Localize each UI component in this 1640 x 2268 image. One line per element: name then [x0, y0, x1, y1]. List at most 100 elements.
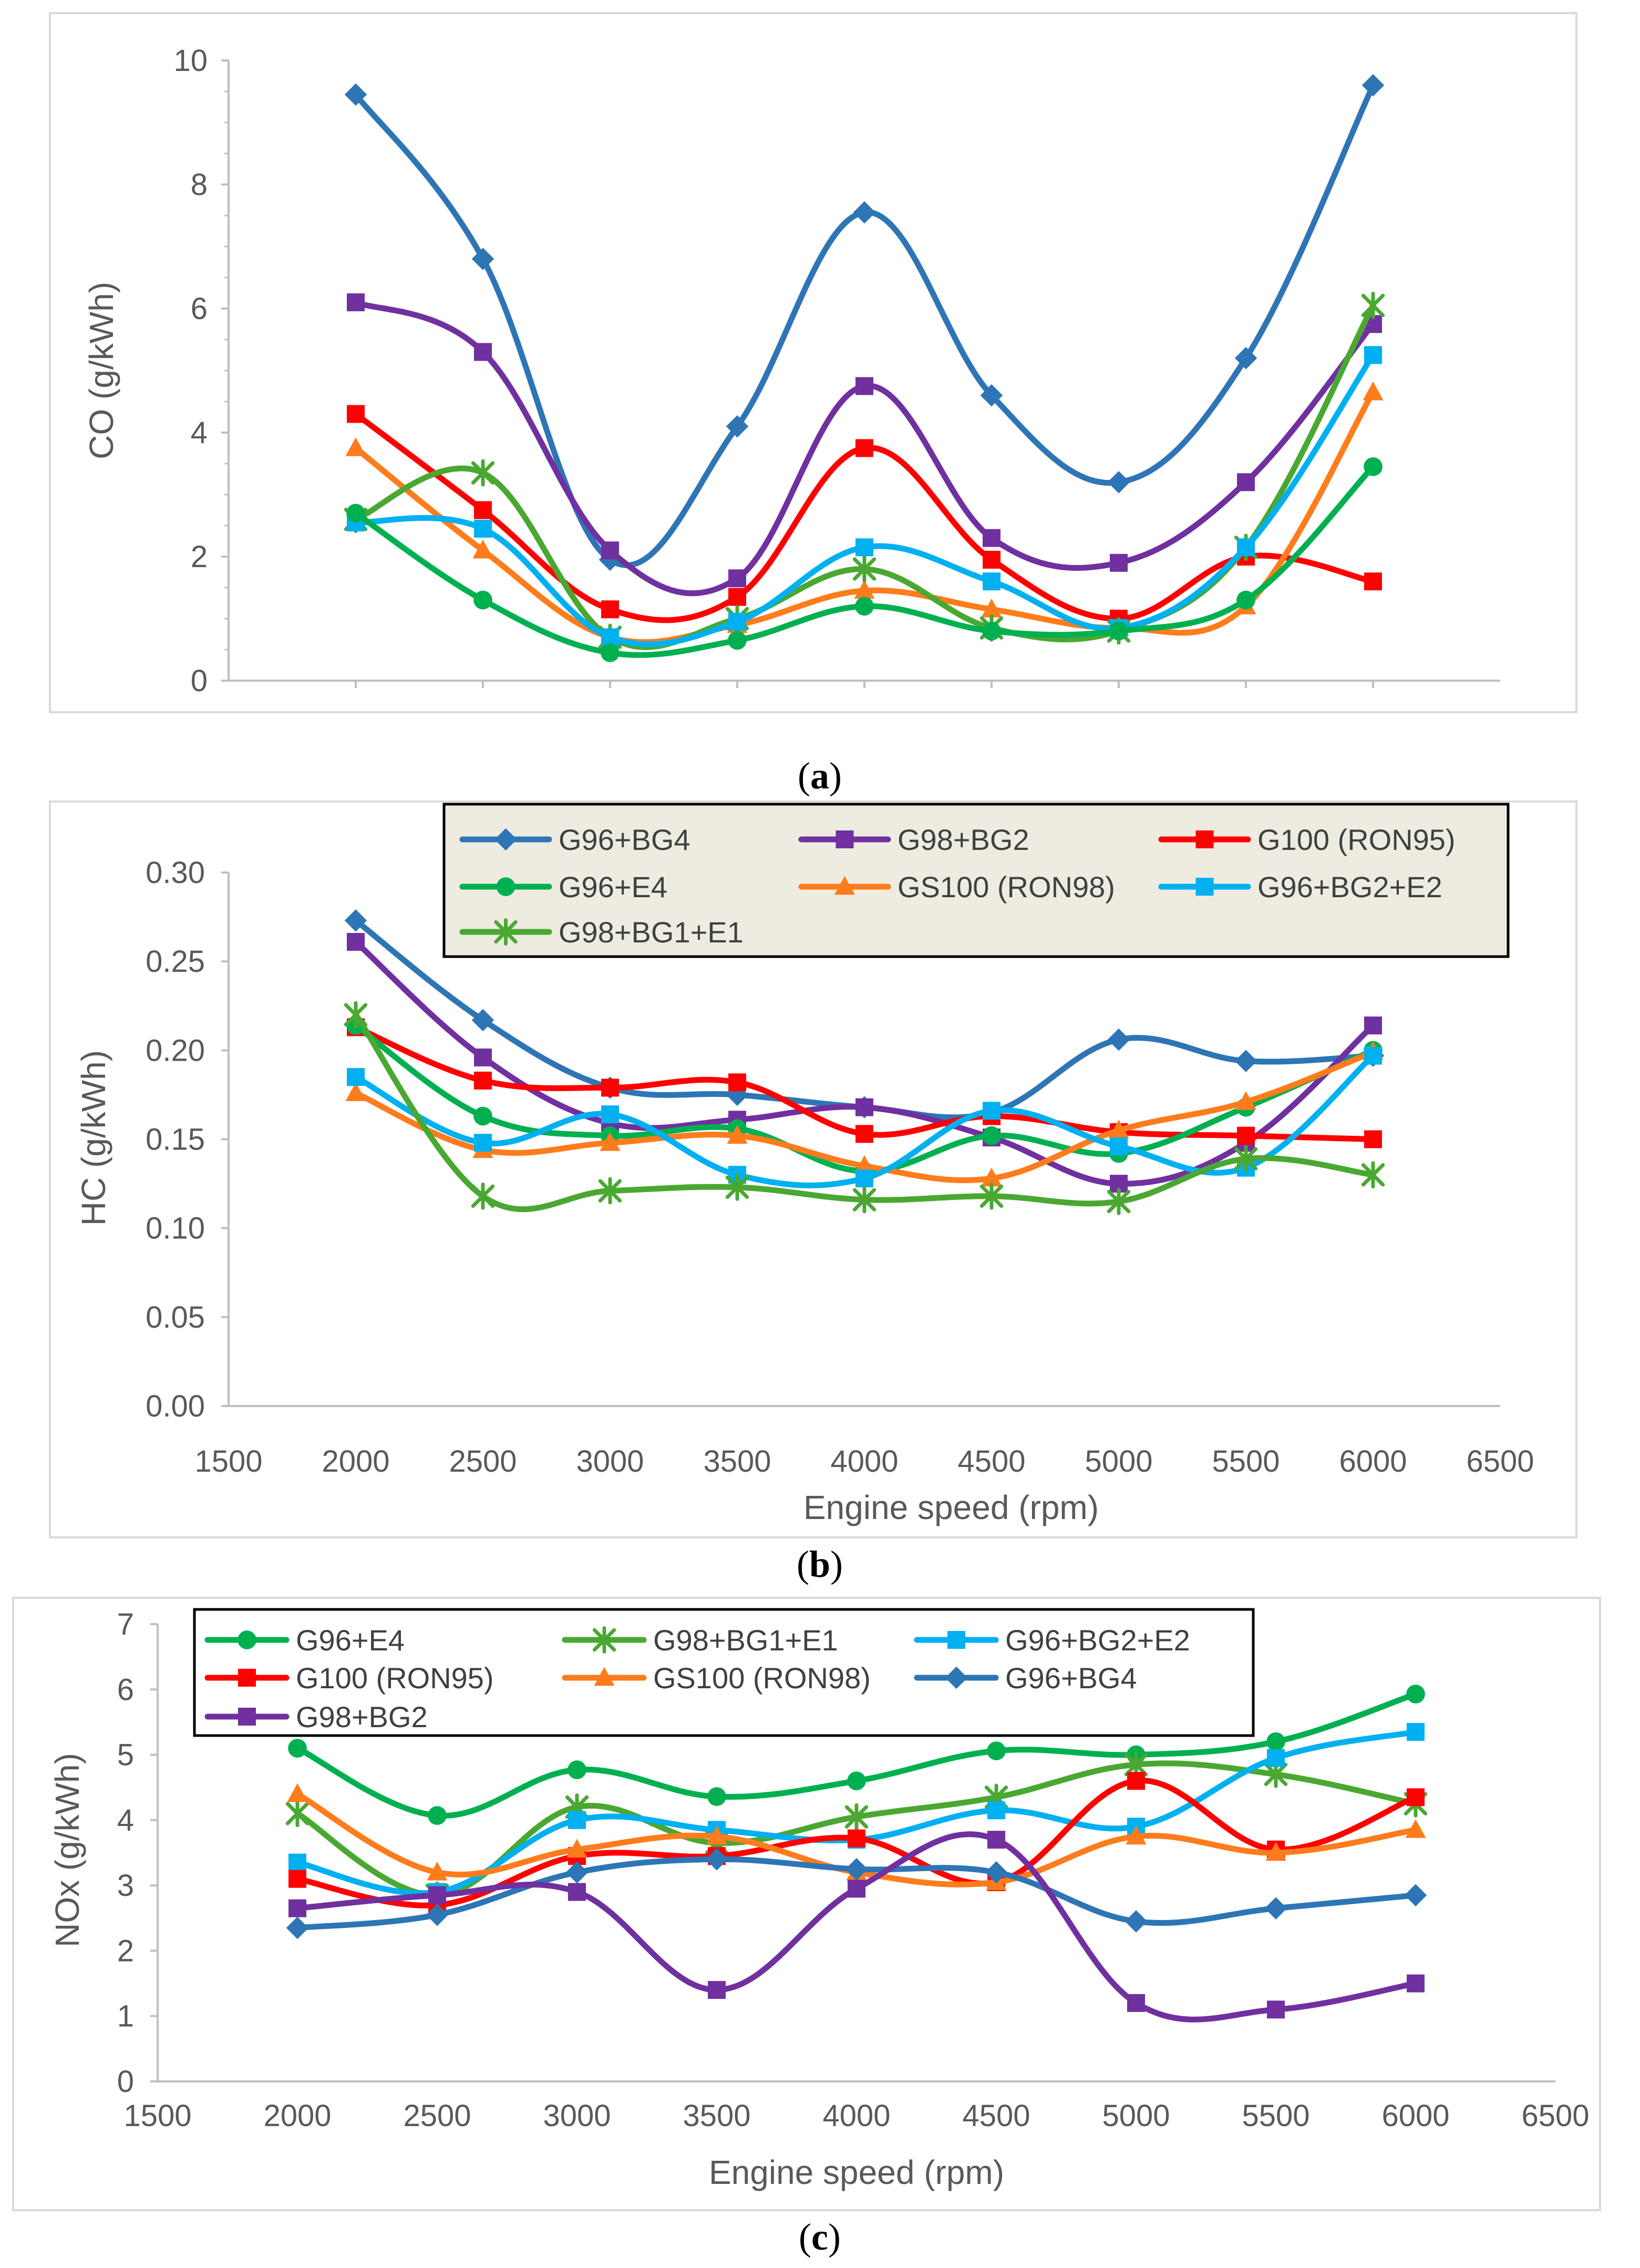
panel-b-point-g98-bg2: [347, 932, 365, 951]
panel-c-point-gs100-ron98: [287, 1783, 308, 1802]
panel-b-legend-item-g96-bg4: G96+BG4: [459, 823, 690, 856]
panel-c-y-ticks: 0 1 2 3 4 5 6 7: [117, 1607, 158, 2099]
panel-b-point-g100-ron95: [1364, 1130, 1382, 1148]
panel-b-legend-swatch-marker: [1195, 878, 1214, 896]
panel-c-y-tick-label: 2: [117, 1934, 134, 1968]
panel-a-point-g98-bg2: [728, 569, 746, 588]
panel-a-point-gs100-ron98: [472, 539, 493, 559]
panel-b-legend-swatch-marker: [834, 876, 855, 895]
panel-b-point-gs100-ron98: [1235, 1091, 1256, 1110]
panel-a-point-g96-e4: [1364, 457, 1383, 476]
panel-b-point-g96-bg4: [344, 909, 367, 932]
panel-a-y-tick-label: 0: [191, 664, 208, 698]
panel-c-y-tick-label: 4: [117, 1803, 134, 1838]
panel-c-legend-label: G96+BG4: [1005, 1661, 1137, 1695]
panel-c-point-g96-e4: [288, 1739, 307, 1758]
panel-b-point-g96-bg2-e2: [347, 1068, 365, 1086]
panel-c-point-g98-bg2: [987, 1831, 1005, 1849]
panel-a-series: [344, 74, 1385, 662]
panel-b-legend-box: [442, 803, 1510, 958]
panel-b-x-tick-label: 3500: [703, 1444, 771, 1479]
panel-c-point-g100-ron95: [848, 1829, 865, 1848]
panel-c-point-gs100-ron98: [1265, 1842, 1286, 1861]
panel-b-point-g96-e4: [473, 1106, 492, 1126]
panel-c-point-g98-bg2: [1407, 1974, 1425, 1993]
panel-b-point-g96-bg2-e2: [983, 1102, 1000, 1120]
panel-b-x-tick-label: 6500: [1466, 1444, 1534, 1479]
panel-a-point-g96-bg2-e2: [601, 628, 619, 646]
panel-c-point-gs100-ron98: [1405, 1819, 1426, 1838]
panel-b-y-tick-label: 0.25: [146, 945, 205, 979]
panel-a-frame: [49, 12, 1577, 713]
panel-a-y-ticks: 0 2 4 6 8 10: [173, 44, 229, 698]
panel-a-y-axis-title: CO (g/kWh): [82, 282, 120, 459]
panel-c-point-g96-e4: [847, 1771, 866, 1791]
panel-a-point-g100-ron95: [474, 501, 492, 519]
panel-a-point-g96-bg2-e2: [474, 519, 492, 538]
panel-c-x-tick-label: 6500: [1521, 2099, 1589, 2133]
panel-a-point-g98-bg1-e1: [852, 555, 876, 583]
panel-a-co-chart: 0 2 4 6 8 10 CO (g/kWh): [49, 12, 1577, 713]
panel-b-y-tick-label: 0.20: [146, 1033, 205, 1068]
panel-c-point-g96-e4: [568, 1760, 586, 1780]
panel-b-point-gs100-ron98: [600, 1132, 621, 1151]
panel-c-legend-label: G98+BG2: [296, 1700, 428, 1733]
panel-b-series: [344, 909, 1385, 1215]
panel-a-point-g96-e4: [1236, 590, 1255, 610]
panel-c-legend-item-g96-bg4: G96+BG4: [914, 1661, 1137, 1695]
panel-c-legend-swatch-marker: [945, 1666, 968, 1689]
panel-b-x-tick-label: 4500: [957, 1444, 1025, 1479]
panel-b-legend-item-g98-bg2: G98+BG2: [798, 823, 1029, 856]
panel-c-y-tick-label: 6: [117, 1672, 134, 1707]
panel-b-point-g100-ron95: [474, 1071, 492, 1090]
panel-a-point-g98-bg2: [983, 529, 1000, 547]
panel-a-point-g96-bg4: [344, 83, 367, 106]
panel-b-y-ticks: 0.00 0.05 0.10 0.15 0.20 0.25 0.30: [146, 856, 229, 1423]
panel-a-point-g96-bg4: [1361, 74, 1385, 97]
panel-b-line-g98-bg1-e1: [353, 1012, 1376, 1213]
panel-b-legend-label: GS100 (RON98): [898, 870, 1115, 904]
panel-a-point-g96-bg2-e2: [1237, 538, 1255, 557]
panel-c-legend-label: G100 (RON95): [296, 1661, 494, 1695]
panel-c-point-g100-ron95: [1407, 1788, 1425, 1807]
panel-b-point-g98-bg1-e1: [344, 1001, 368, 1029]
panel-c-caption: (c): [799, 2216, 841, 2258]
panel-c-legend-swatch-marker: [238, 1630, 256, 1649]
panel-b-legend-swatch-marker: [836, 830, 854, 848]
panel-c-point-g100-ron95: [288, 1870, 306, 1888]
panel-b-legend-swatch-marker: [494, 918, 518, 946]
panel-b-point-g98-bg1-e1: [471, 1182, 495, 1210]
panel-b-legend-swatch-marker: [494, 828, 517, 851]
panel-a-point-g96-bg2-e2: [855, 538, 873, 557]
panel-a-y-tick-label: 2: [191, 540, 208, 574]
panel-a-point-g96-bg4: [726, 415, 749, 438]
panel-b-legend-label: G100 (RON95): [1257, 823, 1456, 856]
panel-c-legend-item-g96-e4: G96+E4: [204, 1624, 405, 1657]
panel-c-y-tick-label: 7: [117, 1607, 134, 1641]
panel-c-point-g96-bg4: [705, 1848, 728, 1871]
panel-b-y-tick-label: 0.00: [146, 1389, 205, 1423]
panel-c-x-tick-label: 2500: [403, 2099, 471, 2133]
panel-b-point-g98-bg1-e1: [1234, 1145, 1258, 1173]
panel-c-y-tick-label: 0: [117, 2065, 134, 2099]
panel-b-legend-label: G96+BG2+E2: [1257, 870, 1442, 904]
panel-a-point-g100-ron95: [855, 439, 873, 457]
panel-b-legend-label: G96+E4: [559, 870, 667, 904]
panel-b-point-g98-bg1-e1: [852, 1186, 876, 1214]
panel-a-point-gs100-ron98: [1363, 381, 1384, 401]
panel-c-point-g98-bg2: [288, 1899, 306, 1917]
panel-b-point-g98-bg1-e1: [725, 1173, 749, 1201]
panel-a-point-g96-bg2-e2: [728, 612, 746, 631]
panel-b-legend: G96+BG4 G98+BG2 G100 (RON95) G96+E4 GS100 (R…: [442, 803, 1510, 958]
panel-b-point-g96-bg4: [1107, 1028, 1130, 1051]
panel-b-hc-chart: 0.00 0.05 0.10 0.15 0.20 0.25 0.30 1500 2000 250…: [49, 801, 1577, 1538]
panel-c-point-g98-bg1-e1: [285, 1800, 310, 1828]
panel-c-point-gs100-ron98: [706, 1825, 727, 1845]
panel-b-point-gs100-ron98: [854, 1155, 875, 1174]
panel-b-point-g96-bg2-e2: [1110, 1137, 1128, 1156]
panel-a-line-g96-bg4: [353, 82, 1376, 568]
panel-a-point-g96-e4: [982, 621, 1001, 641]
panel-a-point-g98-bg1-e1: [471, 459, 495, 487]
panel-c-point-g96-bg4: [1125, 1910, 1148, 1933]
